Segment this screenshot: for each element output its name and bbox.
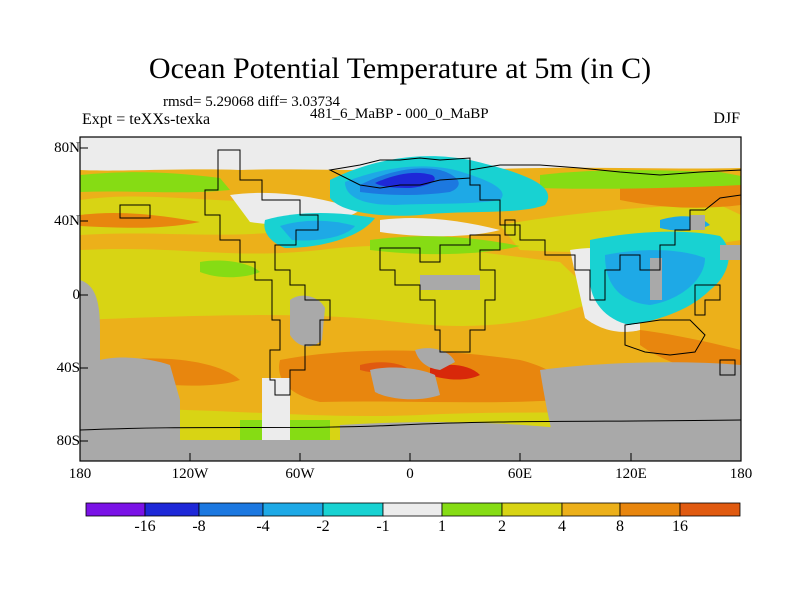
colorbar-label: 1: [438, 518, 446, 535]
colorbar-swatch: [198, 502, 264, 517]
colorbar: [85, 502, 741, 517]
colorbar-swatch: [382, 502, 443, 517]
y-axis-ticks: [80, 147, 88, 442]
x-label-0: 0: [406, 466, 414, 482]
season-label: DJF: [713, 110, 740, 127]
colorbar-label: 16: [672, 518, 688, 535]
x-label-180w: 180: [68, 466, 92, 482]
colorbar-swatch: [322, 502, 384, 517]
y-label-40n: 40N: [54, 213, 80, 229]
y-label-80n: 80N: [54, 140, 80, 156]
x-label-120e: 120E: [615, 466, 647, 482]
colorbar-swatch: [561, 502, 621, 517]
x-label-60w: 60W: [285, 466, 315, 482]
colorbar-swatch: [441, 502, 503, 517]
colorbar-swatch: [619, 502, 681, 517]
colorbar-swatch: [262, 502, 324, 517]
plot-title: Ocean Potential Temperature at 5m (in C): [148, 52, 652, 85]
comparison-label: 481_6_MaBP - 000_0_MaBP: [310, 106, 489, 122]
colorbar-label: 4: [558, 518, 566, 535]
experiment-label: Expt = teXXs-texka: [82, 111, 211, 128]
colorbar-label: -4: [256, 518, 270, 535]
colorbar-swatch: [85, 502, 146, 517]
x-axis-ticks: [79, 453, 742, 461]
colorbar-swatch: [501, 502, 563, 517]
colorbar-label: 8: [616, 518, 624, 535]
colorbar-label: -1: [376, 518, 390, 535]
y-label-80s: 80S: [56, 433, 80, 449]
colorbar-swatch: [679, 502, 741, 517]
colorbar-label: -8: [192, 518, 206, 535]
rmsd-diff-label: rmsd= 5.29068 diff= 3.03734: [163, 94, 341, 110]
x-label-180e: 180: [729, 466, 753, 482]
colorbar-label: 2: [498, 518, 506, 535]
y-label-0: 0: [72, 287, 81, 303]
y-label-40s: 40S: [56, 360, 80, 376]
colorbar-swatch: [144, 502, 200, 517]
colorbar-label: -16: [134, 518, 156, 535]
x-label-60e: 60E: [507, 466, 533, 482]
x-label-120w: 120W: [171, 466, 209, 482]
colorbar-label: -2: [316, 518, 330, 535]
temperature-field: [80, 137, 741, 461]
coastlines: [80, 149, 741, 431]
